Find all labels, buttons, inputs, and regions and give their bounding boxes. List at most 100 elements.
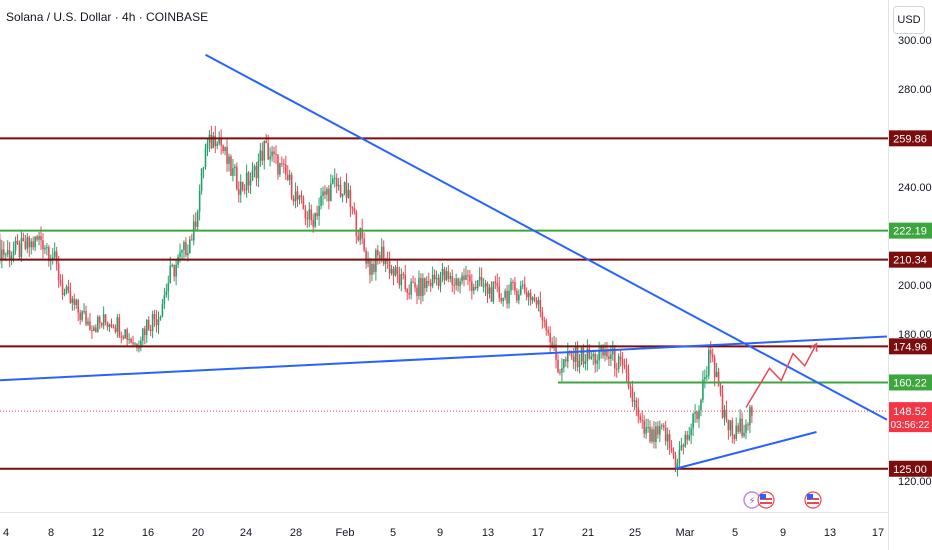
trendline[interactable]: [0, 335, 888, 382]
candle-body: [116, 317, 119, 332]
candle-body: [678, 449, 681, 464]
candle-body: [0, 238, 1, 260]
candle-body: [543, 319, 546, 321]
candle-body: [662, 425, 665, 428]
candle-body: [617, 356, 620, 369]
candle-body: [14, 240, 17, 251]
current-price-label: 148.52: [893, 406, 927, 418]
candle-body: [443, 269, 446, 280]
candle-body: [433, 274, 436, 280]
candle-body: [204, 148, 207, 168]
candle-body: [706, 375, 708, 377]
candle-body: [81, 311, 83, 320]
candle-body: [296, 191, 299, 200]
candle-body: [357, 235, 360, 241]
x-tick-label: 21: [582, 527, 594, 539]
candle-body: [698, 410, 700, 420]
candle-body: [619, 356, 622, 360]
candle-body: [474, 286, 477, 289]
candle-body: [565, 359, 567, 362]
x-tick-label: 5: [732, 527, 738, 539]
candle-body: [486, 283, 489, 294]
candle-body: [674, 455, 677, 469]
candle-body: [373, 264, 375, 272]
candle-body: [496, 282, 499, 287]
candle-body: [259, 150, 262, 161]
countdown-label: 03:56:22: [891, 420, 930, 431]
candle-body: [255, 166, 258, 179]
x-tick-label: 17: [872, 527, 884, 539]
candle-body: [349, 190, 352, 208]
candle-body: [12, 250, 15, 256]
candle-body: [44, 247, 46, 250]
candle-body: [326, 188, 328, 195]
candle-body: [518, 294, 520, 301]
candle-body: [625, 366, 628, 374]
candle-body: [59, 279, 62, 284]
candle-body: [263, 141, 266, 161]
candle-body: [77, 299, 80, 313]
candle-body: [333, 177, 336, 179]
candle-body: [545, 320, 548, 331]
candle-body: [365, 250, 367, 264]
candle-body: [85, 311, 87, 325]
candle-body: [218, 138, 221, 144]
x-tick-label: 16: [142, 527, 154, 539]
level-price-label: 174.96: [893, 341, 927, 353]
candle-body: [527, 292, 530, 297]
candle-body: [733, 435, 736, 439]
candle-body: [147, 319, 150, 330]
candle-body: [521, 284, 524, 286]
candle-body: [512, 281, 514, 283]
currency-button[interactable]: USD: [893, 6, 925, 34]
candle-body: [42, 240, 44, 250]
candle-body: [539, 300, 542, 313]
candle-body: [637, 407, 640, 417]
candle-body: [455, 278, 457, 286]
trendline[interactable]: [675, 431, 817, 470]
candle-body: [608, 356, 610, 360]
trendline[interactable]: [205, 53, 888, 421]
candle-body: [541, 312, 544, 320]
candle-body: [465, 275, 467, 280]
candle-body: [96, 316, 99, 332]
candle-body: [28, 237, 31, 248]
candle-body: [228, 156, 230, 164]
candle-body: [102, 314, 105, 326]
candle-body: [390, 268, 393, 274]
level-price-tag: [889, 374, 932, 391]
candle-body: [343, 182, 346, 194]
candle-body: [670, 447, 673, 452]
candle-body: [441, 269, 444, 276]
candle-body: [294, 191, 297, 202]
candle-body: [717, 371, 720, 387]
flag-stripe: [760, 502, 772, 504]
level-price-label: 125.00: [893, 464, 927, 476]
candle-body: [337, 184, 340, 187]
candle-body: [234, 166, 236, 169]
candle-body: [533, 297, 536, 300]
candle-body: [529, 292, 532, 301]
candle-body: [416, 287, 418, 296]
candle-body: [741, 418, 743, 436]
candle-body: [367, 259, 369, 264]
candle-body: [731, 420, 734, 436]
candle-body: [4, 254, 7, 256]
candle-body: [739, 418, 741, 432]
candle-body: [375, 250, 377, 272]
candle-body: [453, 284, 456, 286]
candle-body: [300, 195, 303, 198]
candle-body: [467, 275, 469, 277]
candle-body: [284, 164, 287, 175]
candle-body: [424, 278, 426, 289]
candle-body: [425, 280, 428, 289]
candle-body: [502, 297, 504, 302]
candle-body: [484, 283, 487, 287]
projection-path[interactable]: [745, 343, 818, 408]
candle-body: [449, 276, 452, 279]
candle-body: [16, 240, 19, 244]
candle-body: [243, 189, 246, 191]
candle-body: [612, 348, 614, 355]
x-tick-label: 25: [629, 527, 641, 539]
